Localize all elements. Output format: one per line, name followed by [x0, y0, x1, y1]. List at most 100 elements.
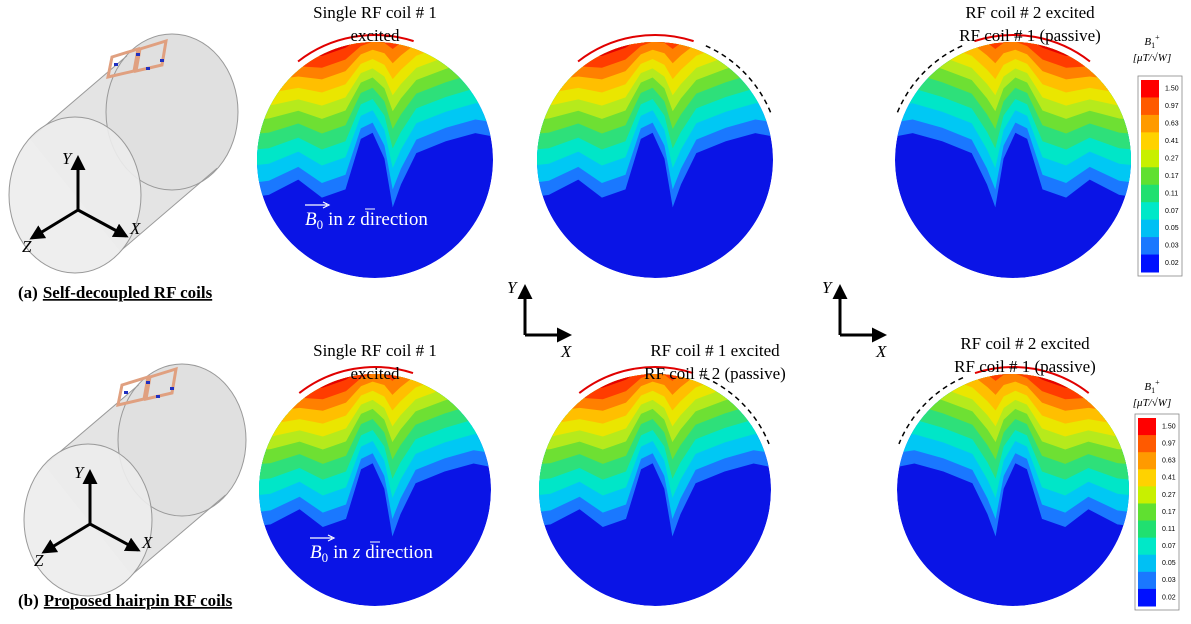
colorbar-swatch [1138, 572, 1156, 590]
colorbar-swatch [1138, 418, 1156, 436]
colorbar-label: 0.41 [1165, 138, 1179, 145]
b0-symbol: B [310, 542, 322, 563]
colorbar-swatch [1141, 80, 1159, 98]
b0-subscript: 0 [322, 550, 329, 565]
colorbar-swatch [1138, 469, 1156, 487]
colorbar-title: B1+ [1144, 378, 1160, 395]
colorbar-label: 0.17 [1162, 509, 1176, 516]
colorbar-swatch [1138, 486, 1156, 504]
colorbar-title: B1+ [1144, 33, 1160, 50]
row-label: (a) Self-decoupled RF coils [18, 283, 213, 302]
colorbar-label: 0.07 [1165, 208, 1179, 215]
cylinder: Y X Z [24, 364, 246, 596]
colorbar-label: 0.05 [1165, 225, 1179, 232]
colorbar-unit: [μT/√W] [1133, 52, 1171, 64]
capacitor [124, 391, 128, 394]
colorbar-sub: 1 [1151, 41, 1155, 50]
colorbar-swatch [1138, 503, 1156, 521]
colorbar-sup: + [1155, 378, 1160, 387]
field-map [504, 319, 806, 606]
colorbar-label: 0.63 [1162, 458, 1176, 465]
row-label-text: Proposed hairpin RF coils [44, 591, 233, 610]
colorbar-label: 1.50 [1162, 423, 1176, 430]
colorbar-label: 0.03 [1162, 577, 1176, 584]
colorbar-swatch [1138, 589, 1156, 607]
map-title: RF coil # 2 (passive) [644, 364, 786, 383]
colorbar-swatch [1141, 167, 1159, 185]
map-title: Single RF coil # 1 [313, 341, 437, 360]
row-label-prefix: (b) [18, 591, 39, 610]
capacitor [160, 59, 164, 62]
axis-label: X [141, 533, 153, 552]
colorbar-swatch [1138, 555, 1156, 573]
colorbar-label: 0.11 [1165, 190, 1178, 197]
map-title: excited [350, 26, 400, 45]
colorbar-swatch [1138, 521, 1156, 539]
map-title: Single RF coil # 1 [313, 3, 437, 22]
b0-symbol: B [305, 209, 317, 230]
colorbar-swatch [1138, 452, 1156, 470]
orient-x-label: X [875, 342, 887, 361]
capacitor [146, 67, 150, 70]
colorbar-label: 0.17 [1165, 173, 1179, 180]
capacitor [156, 395, 160, 398]
map-title: RF coil # 2 excited [960, 334, 1090, 353]
colorbar-swatch [1141, 237, 1159, 255]
colorbar-swatch [1138, 538, 1156, 556]
colorbar-swatch [1141, 97, 1159, 115]
colorbar-sub: 1 [1151, 386, 1155, 395]
figure: Y X Z (a) Self-decoupled RF coils Single RF c… [0, 0, 1191, 624]
axis-label: Z [34, 551, 44, 570]
orient-y-label: Y [507, 278, 518, 297]
map-title: RF coil # 1 (passive) [959, 26, 1101, 45]
colorbar-label: 1.50 [1165, 86, 1179, 93]
cylinder-front [24, 444, 152, 596]
colorbar-label: 0.02 [1162, 594, 1176, 601]
row-label-prefix: (a) [18, 283, 38, 302]
b0-text: in [333, 542, 348, 563]
b0-subscript: 0 [317, 217, 324, 232]
b0-text-end: direction [360, 209, 428, 230]
colorbar-swatch [1141, 202, 1159, 220]
field-map [502, 0, 809, 278]
map-title: RF coil # 1 (passive) [954, 357, 1096, 376]
colorbar-label: 0.02 [1165, 260, 1179, 267]
colorbar-swatch [1141, 150, 1159, 168]
orient-x-label: X [560, 342, 572, 361]
row-label-text: Self-decoupled RF coils [43, 283, 213, 302]
colorbar-label: 0.27 [1162, 492, 1176, 499]
colorbar-label: 0.97 [1165, 103, 1179, 110]
colorbar-swatch [1138, 435, 1156, 453]
colorbar-sup: + [1155, 33, 1160, 42]
map-title: excited [350, 364, 400, 383]
colorbar-label: 0.05 [1162, 560, 1176, 567]
b0-text: in [328, 209, 343, 230]
colorbar-label: 0.07 [1162, 543, 1176, 550]
colorbar-label: 0.27 [1165, 155, 1179, 162]
colorbar-swatch [1141, 115, 1159, 133]
axis-label: Z [22, 237, 32, 256]
axis-label: X [129, 219, 141, 238]
orient-y-label: Y [822, 278, 833, 297]
colorbar-label: 0.03 [1165, 243, 1179, 250]
capacitor [170, 387, 174, 390]
axis-label: Y [62, 149, 73, 168]
capacitor [146, 381, 150, 384]
b0-z: z [352, 542, 361, 563]
colorbar-swatch [1141, 220, 1159, 238]
b0-text-end: direction [365, 542, 433, 563]
colorbar-label: 0.63 [1165, 120, 1179, 127]
cylinder: Y X Z [9, 34, 238, 273]
b0-z: z [347, 209, 356, 230]
colorbar-swatch [1141, 132, 1159, 150]
axis-label: Y [74, 463, 85, 482]
capacitor [114, 63, 118, 66]
capacitor [136, 53, 140, 56]
colorbar-label: 0.11 [1162, 526, 1175, 533]
colorbar-unit: [μT/√W] [1133, 397, 1171, 409]
row-label: (b) Proposed hairpin RF coils [18, 591, 233, 610]
colorbar-swatch [1141, 185, 1159, 203]
colorbar-label: 0.97 [1162, 440, 1176, 447]
colorbar-label: 0.41 [1162, 475, 1176, 482]
map-title: RF coil # 1 excited [650, 341, 780, 360]
